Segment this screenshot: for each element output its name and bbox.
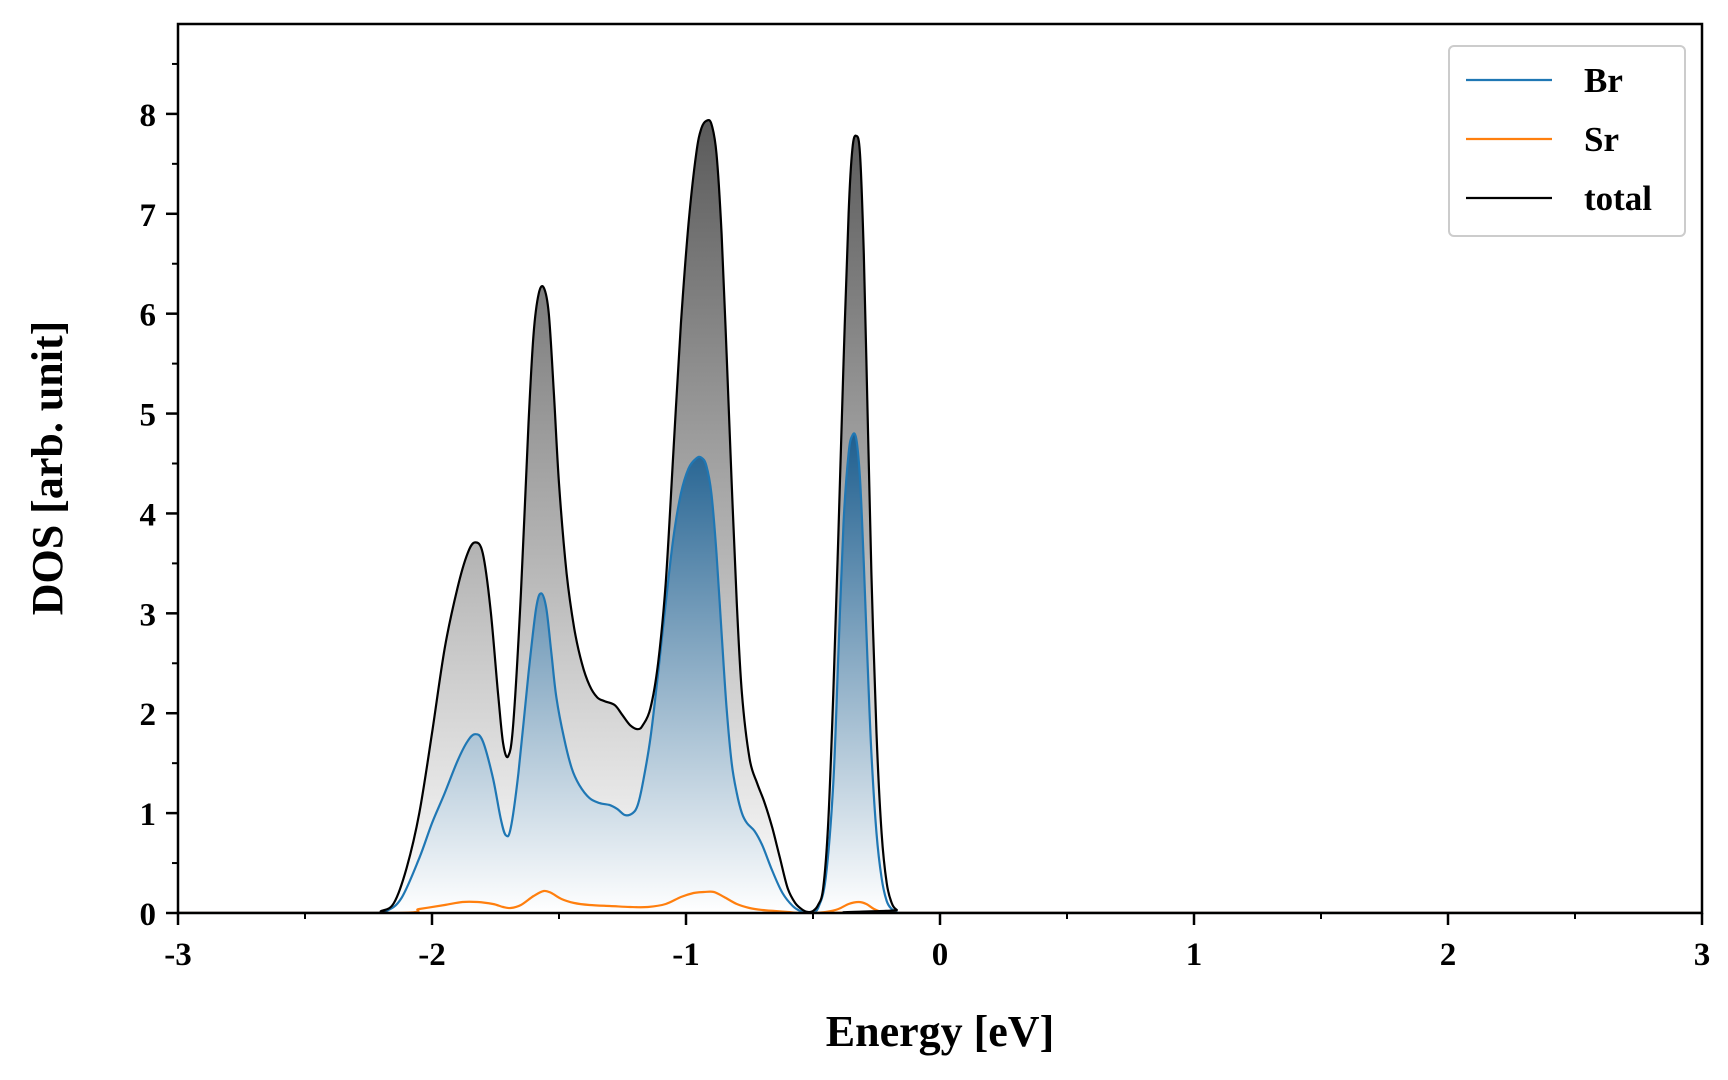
fill-br	[178, 433, 1702, 913]
legend-label-br: Br	[1584, 61, 1623, 100]
x-tick-label: -3	[164, 937, 192, 973]
x-axis-title: Energy [eV]	[826, 1007, 1055, 1056]
x-tick-label: 0	[932, 937, 949, 973]
legend-label-total: total	[1584, 179, 1652, 218]
y-tick-label: 6	[140, 298, 157, 334]
y-tick-label: 2	[140, 697, 157, 733]
y-tick-label: 1	[140, 797, 157, 833]
y-tick-label: 4	[140, 497, 157, 533]
legend-label-sr: Sr	[1584, 120, 1619, 159]
series-line-sr	[178, 889, 1702, 913]
y-tick-label: 5	[140, 398, 157, 434]
series-lines	[178, 118, 1702, 913]
series-line-total	[178, 118, 1702, 913]
y-tick-label: 3	[140, 597, 157, 633]
x-tick-label: 1	[1186, 937, 1203, 973]
x-axis-ticks: -3 -2 -1 0 1 2 3	[164, 913, 1710, 973]
x-tick-label: 3	[1694, 937, 1711, 973]
y-axis-ticks: 0 1 2 3 4 5 6 7 8	[140, 62, 178, 933]
y-tick-label: 7	[140, 198, 157, 234]
series-line-br	[178, 432, 1702, 913]
legend-box	[1448, 45, 1686, 237]
y-tick-label: 8	[140, 98, 157, 134]
x-tick-label: 2	[1440, 937, 1457, 973]
x-tick-label: -2	[418, 937, 446, 973]
y-axis-title: DOS [arb. unit]	[23, 321, 72, 616]
y-tick-label: 0	[140, 897, 157, 933]
x-tick-label: -1	[672, 937, 700, 973]
legend: Br Sr total	[1448, 45, 1686, 237]
